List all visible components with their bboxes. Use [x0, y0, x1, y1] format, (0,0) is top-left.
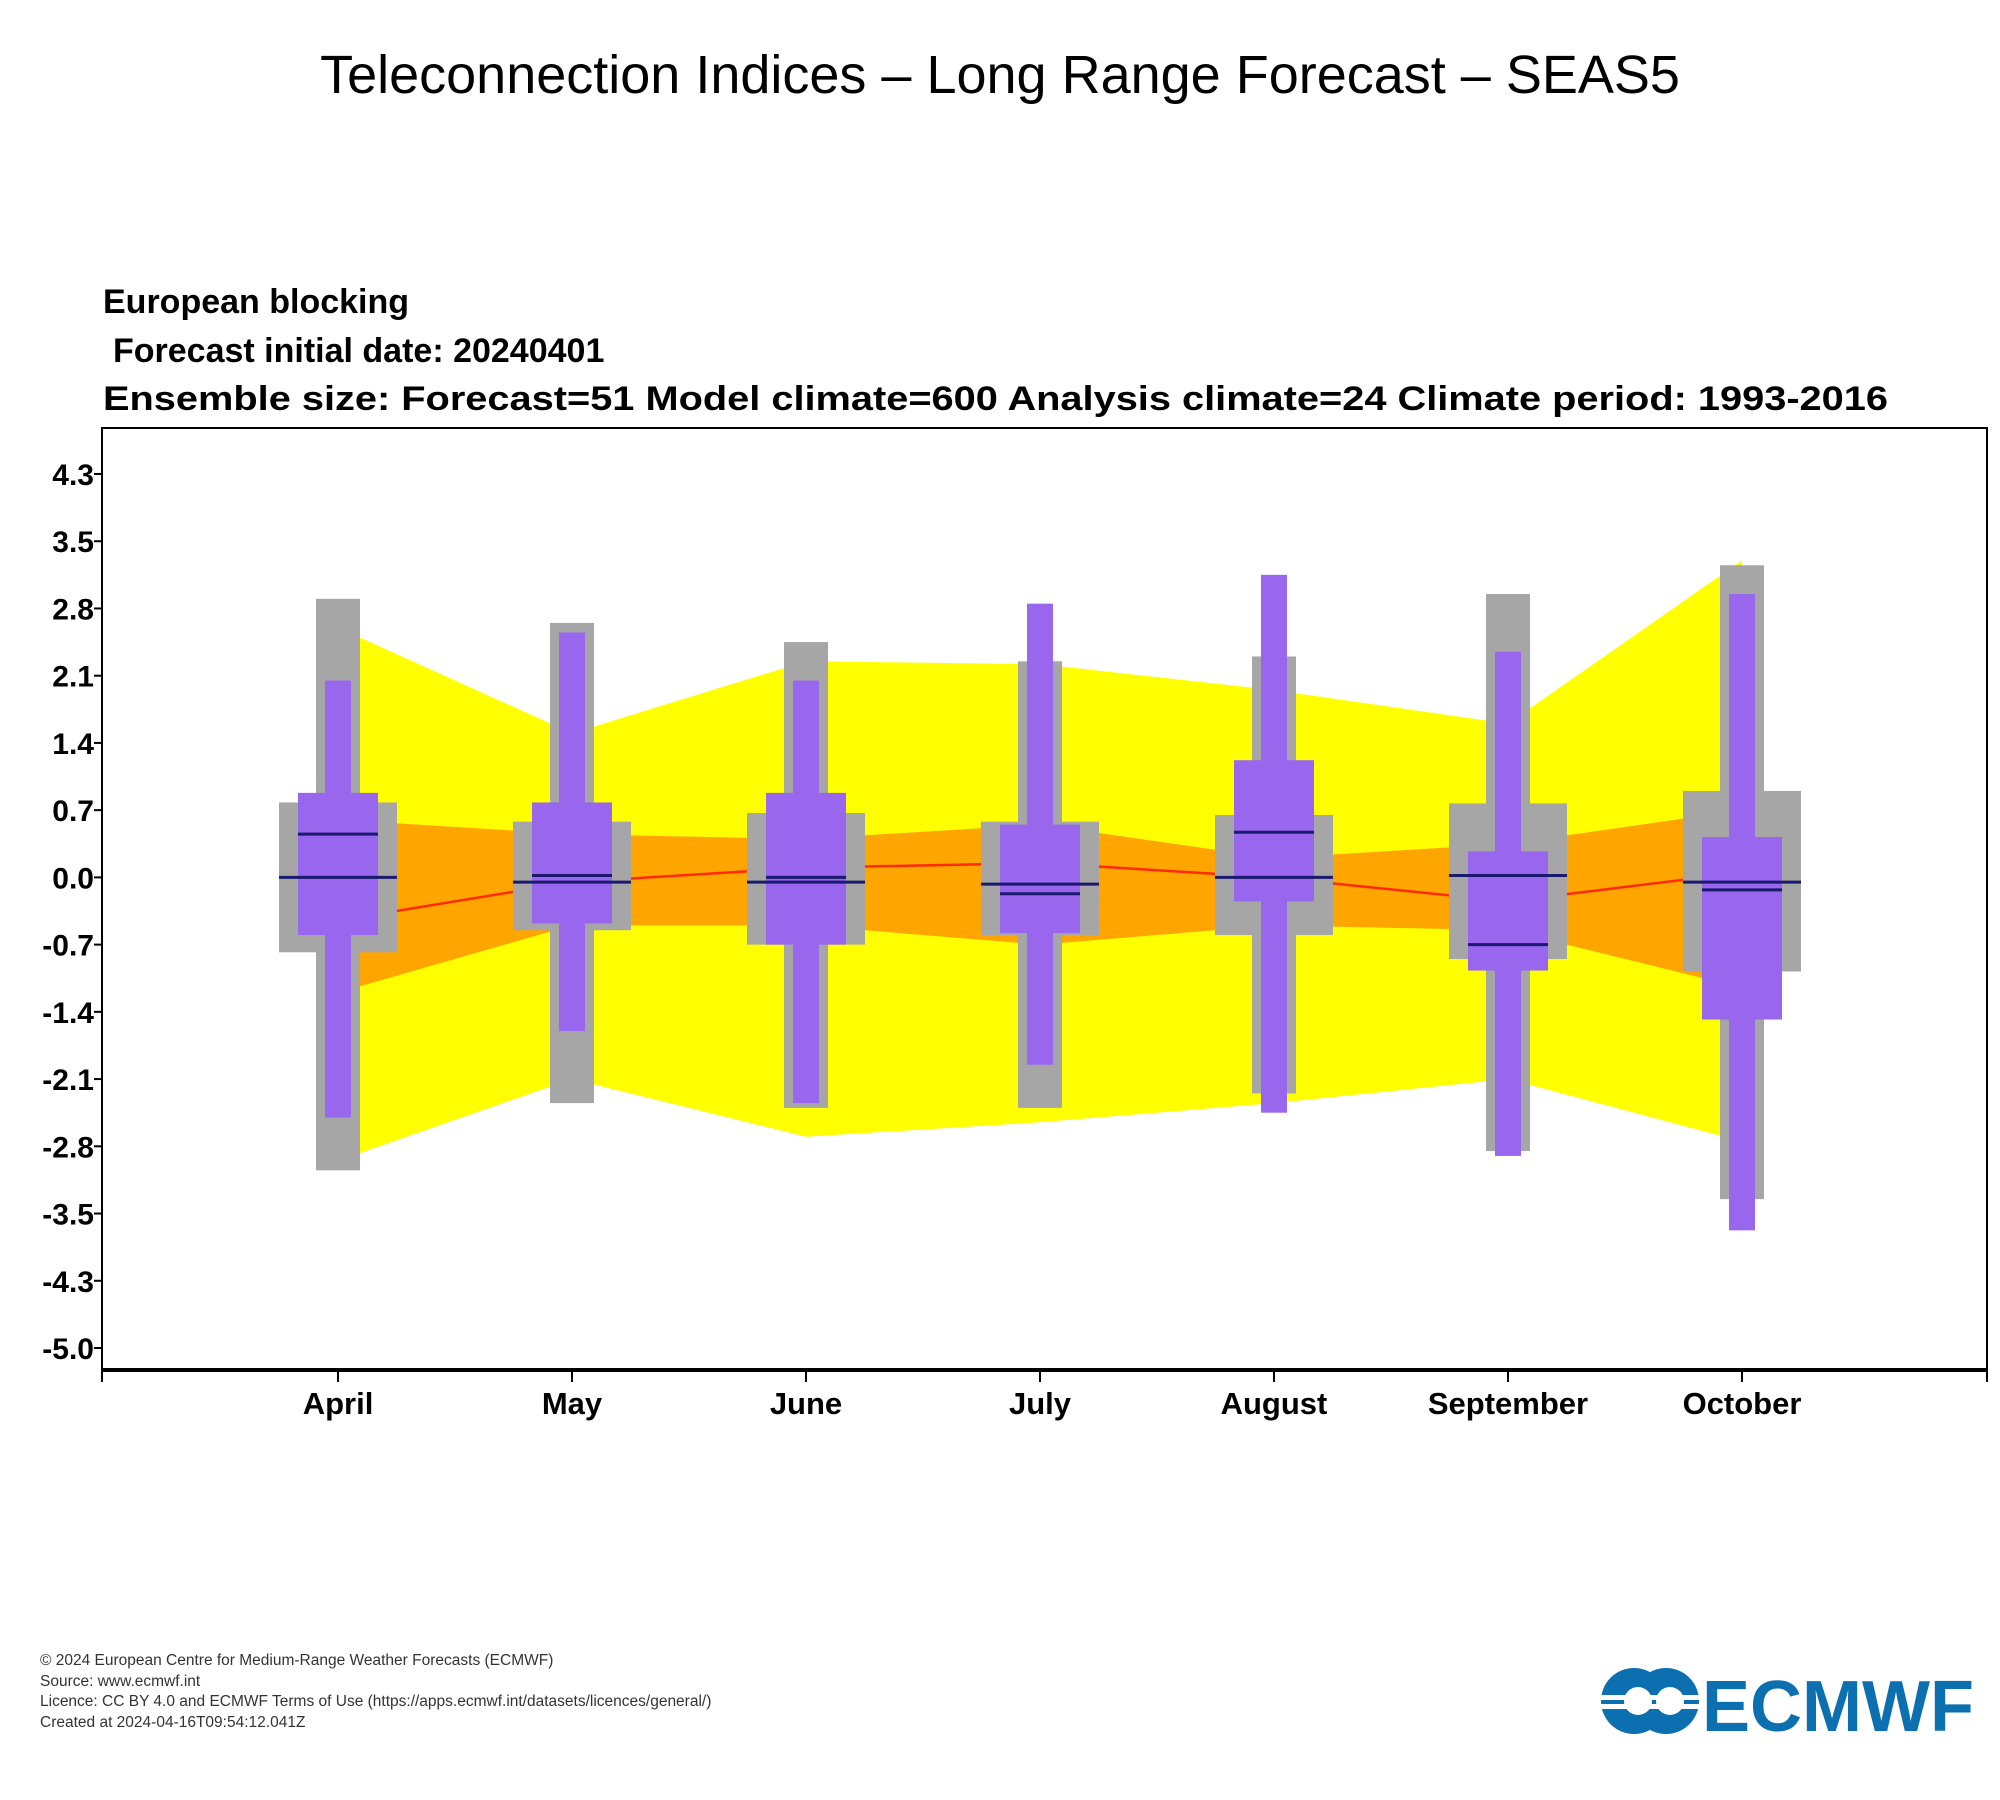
month-boxes-july	[981, 603, 1099, 1108]
month-boxes-august	[1215, 574, 1333, 1113]
y-tick-label: -1.4	[42, 997, 94, 1030]
page-title: Teleconnection Indices – Long Range Fore…	[320, 45, 1680, 105]
chart-title: European blocking	[103, 283, 409, 321]
footer-licence: Licence: CC BY 4.0 and ECMWF Terms of Us…	[40, 1693, 712, 1710]
y-tick-label: -4.3	[42, 1266, 94, 1299]
y-tick-label: -0.7	[42, 930, 94, 963]
footer-copyright: © 2024 European Centre for Medium-Range …	[40, 1652, 554, 1669]
x-tick-label-october: October	[1683, 1386, 1802, 1421]
month-boxes-may	[513, 622, 631, 1104]
x-tick-label-september: September	[1428, 1386, 1588, 1421]
chart-subtitle-date: Forecast initial date: 20240401	[113, 332, 604, 370]
y-tick-label: 2.8	[52, 593, 94, 626]
month-boxes-october	[1683, 565, 1801, 1231]
y-tick-label: 2.1	[52, 661, 94, 694]
y-tick-label: 1.4	[52, 728, 94, 761]
forecast-box	[1702, 837, 1782, 1020]
y-tick-label: 3.5	[52, 526, 94, 559]
footer: © 2024 European Centre for Medium-Range …	[40, 1651, 711, 1733]
x-tick-label-june: June	[770, 1386, 842, 1421]
forecast-box	[298, 792, 378, 936]
footer-source: Source: www.ecmwf.int	[40, 1672, 201, 1690]
month-boxes-september	[1449, 594, 1567, 1156]
y-tick-label: 4.3	[52, 459, 94, 492]
footer-created: Created at 2024-04-16T09:54:12.041Z	[40, 1713, 306, 1731]
chart-subtitle-ensemble: Ensemble size: Forecast=51 Model climate…	[103, 380, 1888, 418]
ecmwf-emblem-icon	[1598, 1668, 1702, 1734]
x-tick-label-may: May	[542, 1386, 603, 1421]
month-boxes-june	[747, 642, 865, 1108]
forecast-box	[766, 792, 846, 945]
forecast-box	[532, 802, 612, 924]
y-tick-label: -2.1	[42, 1064, 94, 1097]
x-tick-label-august: August	[1221, 1386, 1328, 1421]
x-tick-label-july: July	[1009, 1386, 1072, 1421]
forecast-box	[1468, 851, 1548, 971]
forecast-chart: European blocking Forecast initial date:…	[42, 283, 1988, 1421]
y-tick-label: 0.7	[52, 795, 94, 828]
ecmwf-logo: ECMWF	[1598, 1667, 1974, 1742]
y-tick-label: -2.8	[42, 1131, 94, 1164]
x-tick-label-april: April	[303, 1386, 374, 1421]
y-tick-label: 0.0	[52, 862, 94, 895]
month-boxes-april	[279, 598, 397, 1171]
ecmwf-logo-text: ECMWF	[1702, 1667, 1974, 1742]
y-tick-label: -3.5	[42, 1199, 94, 1232]
forecast-box	[1000, 824, 1080, 934]
y-tick-label: -5.0	[42, 1333, 94, 1366]
